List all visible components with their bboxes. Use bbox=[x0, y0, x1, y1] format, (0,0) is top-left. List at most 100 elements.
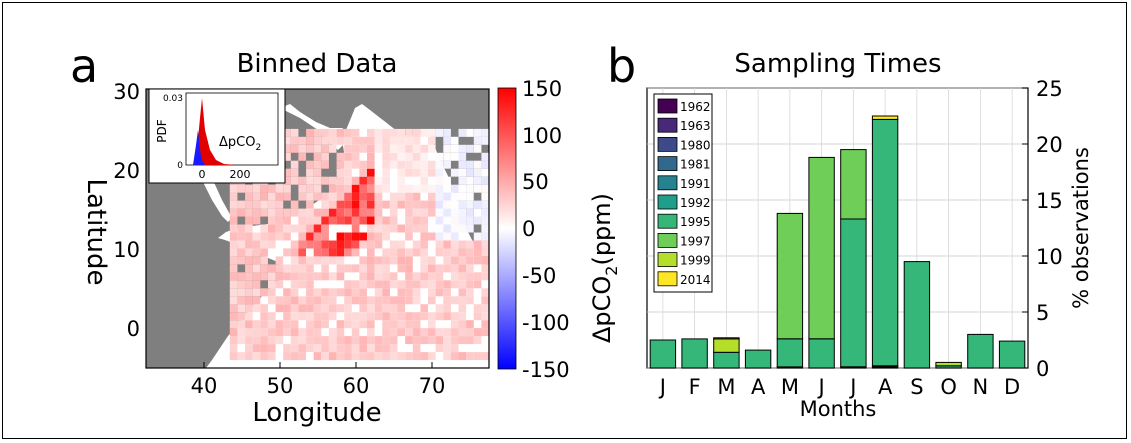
heatmap-cell bbox=[321, 344, 329, 353]
heatmap-cell bbox=[458, 160, 467, 169]
heatmap-cell bbox=[481, 160, 489, 169]
heatmap-cell bbox=[344, 280, 352, 289]
colorbar-label: ΔpCO2(ppm) bbox=[588, 193, 621, 343]
heatmap-cell bbox=[252, 192, 261, 201]
heatmap-cell bbox=[443, 144, 451, 153]
heatmap-cell bbox=[298, 224, 307, 233]
inset-ytick: 0.03 bbox=[163, 94, 183, 104]
heatmap-cell bbox=[397, 192, 406, 201]
heatmap-cell bbox=[344, 232, 352, 241]
heatmap-cell bbox=[321, 176, 329, 185]
heatmap-cell bbox=[237, 312, 246, 321]
heatmap-cell bbox=[481, 352, 489, 361]
heatmap-cell bbox=[382, 264, 390, 273]
heatmap-cell bbox=[481, 224, 489, 233]
heatmap-cell bbox=[245, 200, 253, 209]
heatmap-cell bbox=[405, 232, 413, 241]
heatmap-cell bbox=[283, 312, 291, 321]
heatmap-cell bbox=[306, 200, 314, 209]
heatmap-cell bbox=[351, 128, 360, 137]
heatmap-cell bbox=[336, 176, 345, 185]
heatmap-cell bbox=[306, 240, 314, 249]
heatmap-cell bbox=[435, 224, 444, 233]
heatmap-cell bbox=[458, 144, 467, 153]
heatmap-cell bbox=[275, 272, 284, 281]
heatmap-cell bbox=[473, 144, 482, 153]
heatmap-cell bbox=[367, 312, 375, 321]
bar-segment-1995 bbox=[713, 351, 740, 369]
heatmap-cell bbox=[306, 232, 314, 241]
heatmap-cell bbox=[412, 280, 421, 289]
heatmap-cell bbox=[344, 304, 352, 313]
heatmap-cell bbox=[336, 336, 345, 345]
heatmap-cell bbox=[237, 352, 246, 361]
heatmap-cell bbox=[290, 208, 299, 217]
heatmap-cell bbox=[268, 336, 276, 345]
heatmap-cell bbox=[420, 128, 429, 137]
heatmap-cell bbox=[268, 232, 276, 241]
heatmap-cell bbox=[290, 280, 299, 289]
heatmap-cell bbox=[252, 328, 261, 337]
heatmap-cell bbox=[306, 168, 314, 177]
heatmap-cell bbox=[389, 208, 398, 217]
heatmap-cell bbox=[382, 256, 390, 265]
heatmap-cell bbox=[374, 224, 383, 233]
heatmap-cell bbox=[374, 312, 383, 321]
heatmap-cell bbox=[428, 280, 436, 289]
heatmap-cell bbox=[283, 152, 291, 161]
heatmap-cell bbox=[458, 152, 467, 161]
heatmap-cell bbox=[405, 152, 413, 161]
heatmap-cell bbox=[389, 144, 398, 153]
heatmap-cell bbox=[450, 280, 459, 289]
heatmap-cell bbox=[336, 232, 345, 241]
heatmap-cell bbox=[351, 208, 360, 217]
heatmap-cell bbox=[260, 184, 268, 193]
heatmap-cell bbox=[252, 248, 261, 257]
heatmap-cell bbox=[420, 232, 429, 241]
heatmap-cell bbox=[336, 216, 345, 225]
heatmap-cell bbox=[275, 280, 284, 289]
heatmap-cell bbox=[336, 256, 345, 265]
xtick-label: D bbox=[1004, 375, 1020, 399]
heatmap-cell bbox=[412, 200, 421, 209]
heatmap-cell bbox=[245, 216, 253, 225]
heatmap-cell bbox=[344, 264, 352, 273]
heatmap-cell bbox=[306, 216, 314, 225]
heatmap-cell bbox=[412, 272, 421, 281]
heatmap-cell bbox=[481, 136, 489, 145]
heatmap-cell bbox=[443, 288, 451, 297]
heatmap-cell bbox=[382, 176, 390, 185]
heatmap-cell bbox=[466, 200, 474, 209]
heatmap-cell bbox=[321, 232, 329, 241]
heatmap-cell bbox=[260, 264, 268, 273]
heatmap-cell bbox=[237, 224, 246, 233]
heatmap-cell bbox=[290, 320, 299, 329]
heatmap-cell bbox=[450, 136, 459, 145]
heatmap-cell bbox=[260, 240, 268, 249]
pdf-inset: 0.03 0 0 200 PDF ΔpCO2 bbox=[148, 88, 286, 184]
heatmap-cell bbox=[336, 192, 345, 201]
heatmap-cell bbox=[466, 296, 474, 305]
heatmap-cell bbox=[435, 184, 444, 193]
legend-label: 1997 bbox=[680, 234, 711, 248]
heatmap-cell bbox=[397, 312, 406, 321]
heatmap-cell bbox=[229, 216, 238, 225]
heatmap-cell bbox=[473, 184, 482, 193]
heatmap-cell bbox=[466, 352, 474, 361]
heatmap-cell bbox=[420, 176, 429, 185]
heatmap-cell bbox=[306, 344, 314, 353]
heatmap-cell bbox=[237, 288, 246, 297]
heatmap-cell bbox=[313, 144, 322, 153]
heatmap-cell bbox=[397, 320, 406, 329]
heatmap-cell bbox=[374, 280, 383, 289]
heatmap-cell bbox=[420, 304, 429, 313]
heatmap-cell bbox=[306, 304, 314, 313]
heatmap-cell bbox=[336, 208, 345, 217]
heatmap-cell bbox=[428, 312, 436, 321]
heatmap-cell bbox=[237, 232, 246, 241]
heatmap-cell bbox=[443, 224, 451, 233]
heatmap-cell bbox=[412, 144, 421, 153]
heatmap-cell bbox=[359, 256, 368, 265]
heatmap-cell bbox=[473, 200, 482, 209]
